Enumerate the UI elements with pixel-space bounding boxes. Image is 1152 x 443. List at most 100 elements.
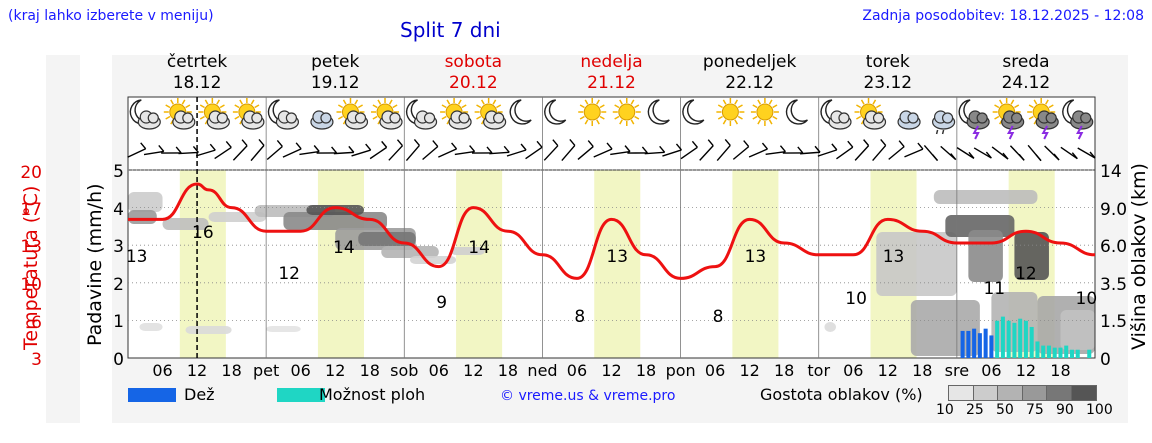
time-tick: 12 [739, 361, 760, 380]
shower-bar [1023, 320, 1028, 358]
time-tick: sre [944, 361, 970, 380]
wind-barb [471, 146, 493, 154]
precipitation-tick: 0 [113, 350, 124, 370]
shower-bar [1058, 347, 1063, 358]
wind-barb [782, 146, 804, 154]
cloud-height-tick: 0 [1100, 350, 1111, 370]
wind-barb [888, 140, 905, 160]
wind-barb [351, 143, 372, 157]
time-tick: 06 [566, 361, 588, 380]
wind-barb [214, 140, 232, 160]
day-name: četrtek [166, 52, 228, 72]
cloud-density-patch [933, 190, 1038, 204]
shower-bar [1035, 341, 1040, 358]
time-tick: 12 [1015, 361, 1037, 380]
density-swatch [1021, 385, 1048, 401]
temperature-label: 10 [1076, 289, 1098, 309]
cloud-height-axis-title: Višina oblakov (km) [1128, 163, 1150, 350]
wind-barb [333, 145, 355, 155]
wind-barb [299, 145, 320, 156]
wind-barb [543, 139, 559, 161]
wind-barb [699, 139, 714, 161]
shower-bar [1012, 322, 1017, 358]
day-name: sreda [1002, 52, 1050, 72]
time-tick: 06 [981, 361, 1002, 380]
daylight-band [732, 170, 779, 358]
sun-storm-icon [992, 98, 1025, 140]
wind-barb [748, 142, 768, 158]
wind-barb [1009, 145, 1025, 161]
time-tick: 18 [497, 361, 519, 380]
time-tick: 12 [877, 361, 898, 380]
temperature-label: 13 [606, 247, 628, 267]
density-swatch [997, 385, 1023, 401]
wind-barb [1077, 147, 1096, 159]
cloud-density-patch [283, 212, 388, 230]
sun-cloud-icon [371, 98, 403, 130]
legend-rain-label: Dež [184, 385, 215, 404]
wind-barb [506, 143, 527, 157]
wind-barb [956, 147, 975, 159]
wind-barb [610, 145, 631, 156]
wind-barb [973, 147, 992, 159]
cloud-density-patch [1014, 232, 1049, 280]
wind-barb [817, 143, 838, 157]
legend-rain-swatch [128, 388, 176, 402]
precipitation-tick: 5 [113, 162, 124, 182]
temperature-tick: 13 [20, 237, 42, 257]
sun-cloud-icon [474, 98, 507, 130]
wind-barb [577, 140, 594, 160]
wind-barb [561, 138, 576, 162]
day-name: nedelja [580, 52, 643, 72]
time-tick: 06 [704, 361, 726, 380]
wind-barb [489, 145, 510, 155]
sun-cloud-icon [854, 98, 887, 130]
wind-barb [940, 145, 957, 161]
day-date: 24.12 [1001, 73, 1051, 93]
time-tick: 18 [1050, 361, 1071, 380]
time-tick: 06 [843, 361, 864, 380]
shower-bar [1041, 345, 1046, 358]
cloud-height-tick: 14 [1100, 162, 1122, 182]
wind-barb [266, 140, 283, 161]
wind-barb [836, 140, 854, 160]
wind-barb [1060, 146, 1078, 160]
shower-bar [1018, 318, 1023, 358]
temperature-tick: 17 [20, 200, 42, 220]
day-header: petek 19.12 [266, 52, 404, 94]
time-tick: 18 [221, 361, 242, 380]
wind-barb [854, 139, 870, 161]
shower-bar [1000, 316, 1005, 358]
wind-barb [127, 142, 147, 158]
wind-barb [800, 145, 821, 155]
moon-icon [647, 99, 670, 125]
wind-barb [405, 138, 420, 162]
precipitation-axis-title: Padavine (mm/h) [84, 183, 106, 346]
daylight-band [594, 170, 641, 358]
rain-bar [966, 330, 971, 358]
wind-barb [644, 145, 666, 155]
day-date: 19.12 [310, 73, 360, 93]
time-tick: ned [527, 361, 558, 380]
wind-barb [765, 145, 786, 156]
wind-barb [388, 139, 404, 161]
temperature-label: 11 [983, 279, 1005, 299]
wind-barb [143, 145, 165, 156]
density-tick: 10 [936, 402, 954, 418]
wind-barb [593, 142, 613, 158]
time-tick: 12 [186, 361, 208, 380]
density-tick: 25 [966, 402, 984, 418]
temperature-label: 8 [574, 307, 585, 327]
day-header: četrtek 18.12 [128, 52, 266, 94]
sun-cloud-icon [336, 98, 369, 130]
credit-link[interactable]: © vreme.us & vreme.pro [500, 388, 676, 404]
wind-barb [1027, 144, 1042, 162]
temperature-label: 14 [468, 238, 490, 258]
rain-bar [977, 333, 982, 358]
day-date: 18.12 [172, 73, 222, 93]
wind-barb [991, 146, 1009, 160]
temperature-label: 9 [436, 293, 447, 313]
wind-barb [627, 146, 648, 154]
wind-barb [195, 143, 216, 157]
